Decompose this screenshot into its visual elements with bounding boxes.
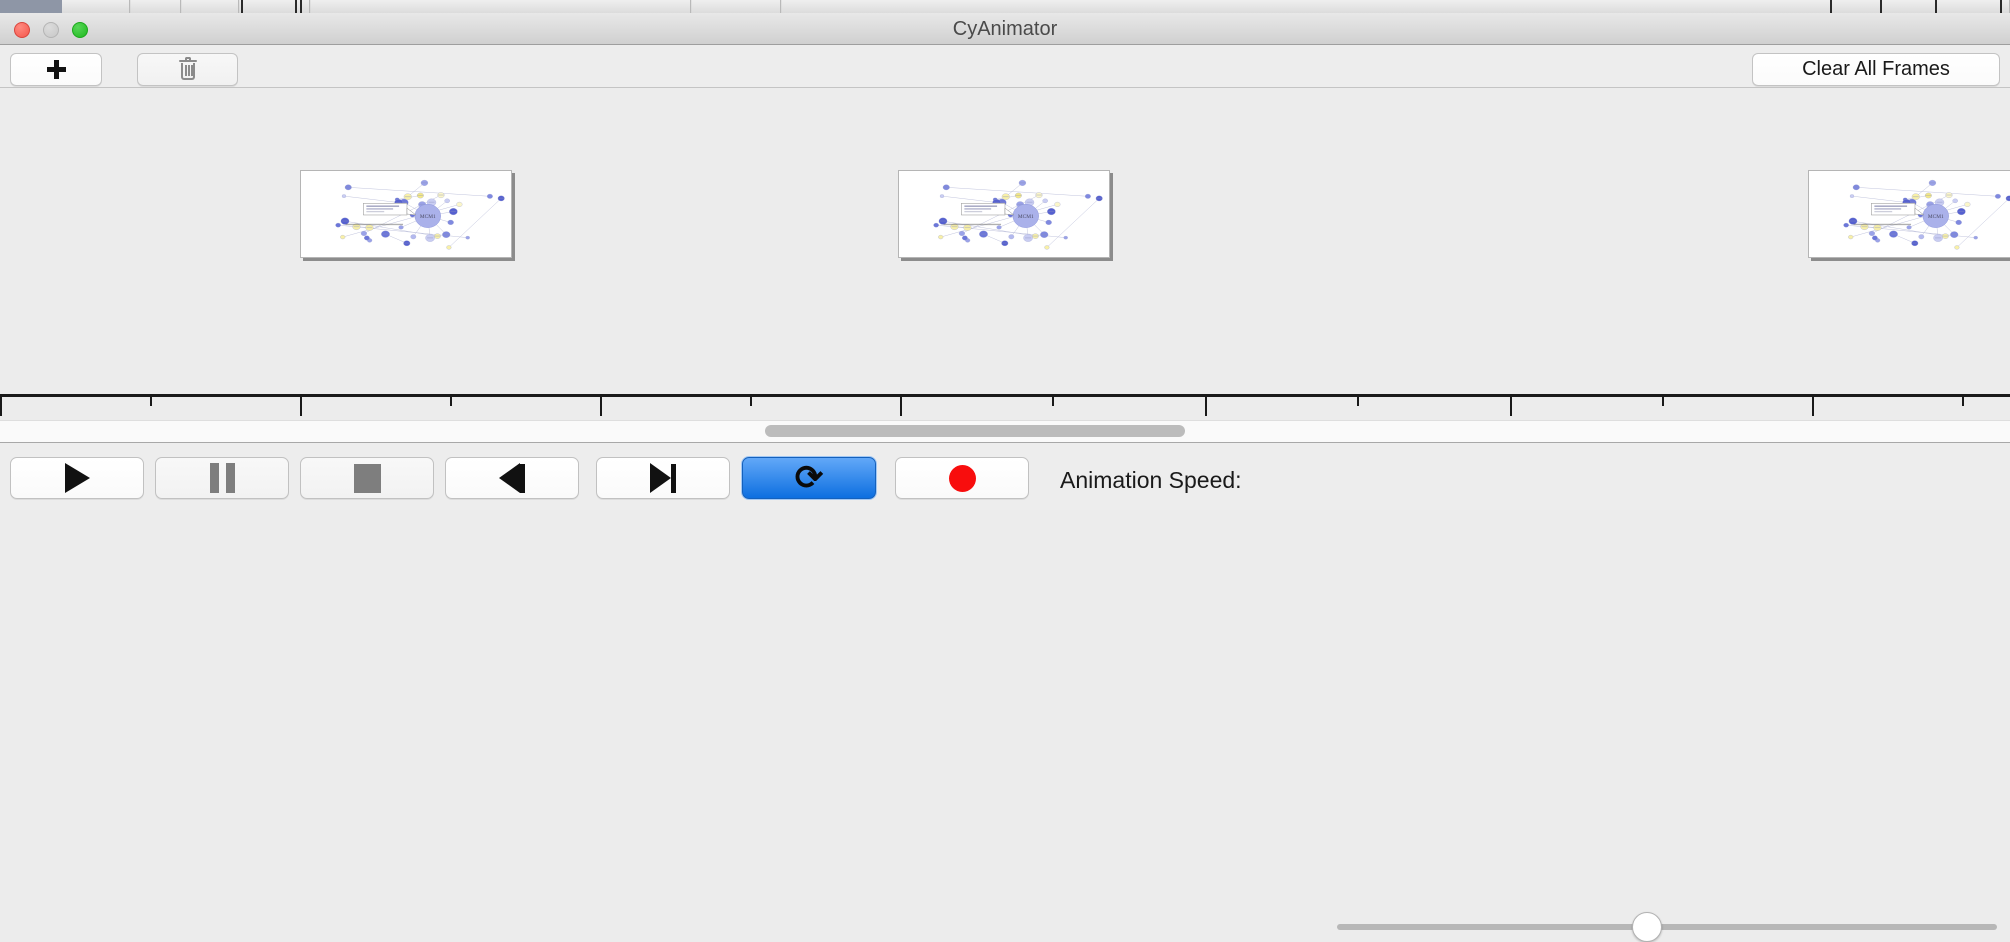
toolbar: Clear All Frames xyxy=(0,45,2010,88)
close-button[interactable] xyxy=(14,22,30,38)
play-button[interactable] xyxy=(10,457,144,499)
axis-tick-major xyxy=(600,397,602,416)
plus-icon xyxy=(46,60,66,79)
axis-tick-minor xyxy=(1357,397,1359,406)
timeline-scrollbar-thumb[interactable] xyxy=(765,425,1185,437)
clear-all-frames-button[interactable]: Clear All Frames xyxy=(1752,53,2000,86)
axis-tick-minor xyxy=(1962,397,1964,406)
add-frame-button[interactable] xyxy=(10,53,102,86)
animation-speed-slider-knob[interactable] xyxy=(1632,912,1663,942)
minimize-button[interactable] xyxy=(43,22,59,38)
record-button[interactable] xyxy=(895,457,1029,499)
background-window-segment xyxy=(311,0,691,13)
background-window-tickmark xyxy=(295,0,297,13)
background-window-tickmark xyxy=(241,0,243,13)
background-window-segment xyxy=(692,0,781,13)
axis-tick-label: 13 xyxy=(287,415,313,420)
loop-button[interactable]: ⟳ xyxy=(742,457,876,499)
first-frame-button[interactable] xyxy=(445,457,579,499)
axis-tick-major xyxy=(1205,397,1207,416)
background-window-tickmark xyxy=(2000,0,2002,13)
axis-tick-label: 16 xyxy=(1192,415,1218,420)
background-window-tickmark xyxy=(1880,0,1882,13)
pause-button[interactable] xyxy=(155,457,289,499)
background-window-segment xyxy=(182,0,239,13)
background-window-tickmark xyxy=(300,0,302,13)
axis-tick-label: 14 xyxy=(587,415,613,420)
skip-back-icon xyxy=(499,463,525,493)
axis-tick-minor xyxy=(150,397,152,406)
background-window-segment xyxy=(240,0,310,13)
loop-icon: ⟳ xyxy=(794,459,824,497)
last-frame-button[interactable] xyxy=(596,457,730,499)
axis-tick-major xyxy=(300,397,302,416)
background-window-strip: Shape xyxy=(0,0,2010,13)
background-window-segment xyxy=(782,0,2010,13)
background-window-tickmark xyxy=(1830,0,1832,13)
axis-tick-minor xyxy=(1662,397,1664,406)
axis-tick-label: 2 xyxy=(0,415,11,420)
axis-tick-minor xyxy=(450,397,452,406)
animation-speed-label: Animation Speed: xyxy=(1060,467,1242,493)
record-icon xyxy=(948,464,976,492)
axis-tick-minor xyxy=(1052,397,1054,406)
frame-thumbnail-3[interactable]: MCM1 xyxy=(1808,170,2010,258)
svg-text:MCM1: MCM1 xyxy=(420,214,436,220)
play-icon xyxy=(64,463,90,493)
svg-text:MCM1: MCM1 xyxy=(1928,214,1944,220)
animation-speed-slider-track[interactable] xyxy=(1337,924,1997,930)
trash-icon xyxy=(178,56,197,80)
axis-tick-major xyxy=(900,397,902,416)
window-title: CyAnimator xyxy=(952,18,1058,40)
background-window-tickmark xyxy=(1935,0,1937,13)
pause-icon xyxy=(209,463,235,493)
stop-icon xyxy=(353,463,381,493)
stop-button[interactable] xyxy=(300,457,434,499)
background-window-segment xyxy=(131,0,181,13)
background-window-segment xyxy=(62,0,130,13)
maximize-button[interactable] xyxy=(72,22,88,38)
axis-tick-major xyxy=(1510,397,1512,416)
frame-thumbnail-2[interactable]: MCM1 xyxy=(898,170,1110,258)
axis-tick-minor xyxy=(750,397,752,406)
delete-frame-button[interactable] xyxy=(137,53,238,86)
background-window-tab xyxy=(0,0,62,13)
skip-forward-icon xyxy=(650,463,676,493)
window-titlebar: CyAnimator xyxy=(0,13,2010,45)
axis-tick-label: 15 xyxy=(887,415,913,420)
frame-thumbnail-1[interactable]: MCM1 xyxy=(300,170,512,258)
axis-tick-label: 17 xyxy=(1497,415,1523,420)
axis-tick-major xyxy=(0,397,2,416)
svg-text:MCM1: MCM1 xyxy=(1018,214,1034,220)
axis-tick-major xyxy=(1812,397,1814,416)
axis-tick-label: 18 xyxy=(1799,415,1825,420)
timeline-axis xyxy=(0,394,2010,397)
playback-toolbar: ⟳ Animation Speed: xyxy=(0,442,2010,942)
